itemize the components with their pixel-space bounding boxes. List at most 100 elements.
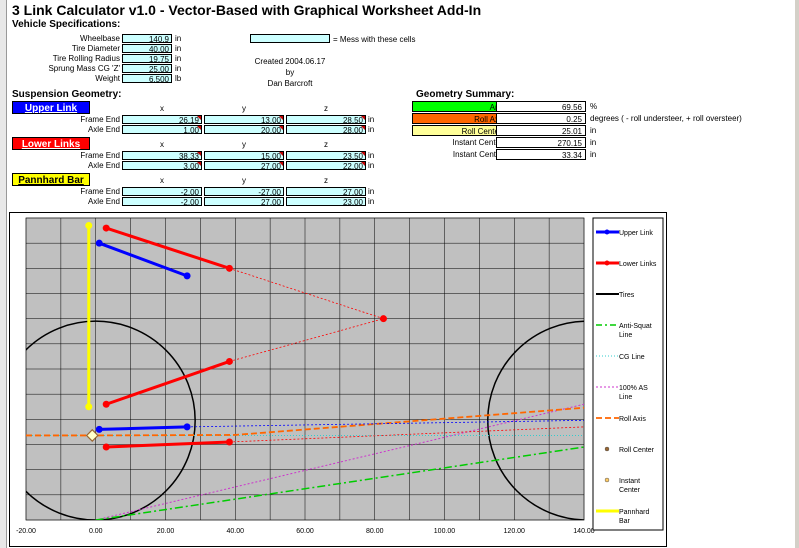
summary-value: 25.01	[496, 125, 586, 136]
vehicle-spec-label: Tire Diameter	[71, 44, 120, 53]
panhard-z-input[interactable]: 23.00	[286, 197, 366, 207]
projection-line	[229, 426, 584, 443]
upper-link	[98, 241, 188, 278]
lower-z-input[interactable]: 23.50	[286, 151, 366, 161]
instant-center-marker	[379, 315, 387, 323]
vehicle-spec-value[interactable]: 19.75	[122, 54, 172, 64]
upper-z-input[interactable]: 28.00	[286, 125, 366, 135]
x-tick-label: -20.00	[16, 528, 36, 535]
vehicle-spec-label: Weight	[95, 74, 120, 83]
upper-row-label: Axle End	[87, 125, 120, 134]
lower-col-header-x: x	[160, 140, 164, 149]
upper-link	[99, 425, 188, 431]
upper-link-point	[95, 239, 103, 247]
x-tick-label: 40.00	[226, 528, 244, 535]
lower-link	[106, 440, 230, 449]
x-tick-label: 0.00	[89, 528, 103, 535]
summary-label: Instant Center X-Axis	[412, 137, 532, 148]
upper-y-input[interactable]: 20.00	[204, 125, 284, 135]
instant-center-line	[229, 267, 384, 320]
created-date: Created 2004.06.17	[254, 57, 326, 66]
panhard-y-input[interactable]: -27.00	[204, 187, 284, 197]
upper-col-header-y: y	[242, 104, 246, 113]
by-label: by	[285, 68, 295, 77]
lower-link-point	[102, 443, 110, 451]
vehicle-spec-unit: lb	[175, 74, 182, 83]
legend-label: Pannhard Bar	[619, 509, 649, 525]
summary-unit: %	[590, 102, 598, 111]
roll-center-marker	[85, 428, 99, 442]
legend-label: Upper Link	[619, 230, 653, 237]
x-tick-label: 140.00	[573, 528, 595, 535]
panhard-x-input[interactable]: -2.00	[122, 197, 202, 207]
upper-link-header: Upper Link	[12, 101, 90, 114]
lower-x-input[interactable]: 38.33	[122, 151, 202, 161]
page-title: 3 Link Calculator v1.0 - Vector-Based wi…	[12, 2, 482, 18]
legend-label: Roll Center	[619, 447, 655, 454]
upper-row-label: Frame End	[80, 115, 120, 124]
upper-y-input[interactable]: 13.00	[204, 115, 284, 125]
geometry-summary-heading: Geometry Summary:	[416, 89, 515, 100]
legend-marker	[604, 446, 610, 452]
lower-row-unit: in	[368, 151, 375, 160]
legend-label: Lower Links	[619, 261, 657, 268]
lower-link-header: Lower Links	[12, 137, 90, 150]
legend-note: = Mess with these cells	[333, 35, 416, 44]
upper-x-input[interactable]: 26.19	[122, 115, 202, 125]
vehicle-spec-label: Wheelbase	[79, 34, 120, 43]
panhard-x-input[interactable]: -2.00	[122, 187, 202, 197]
vehicle-spec-label: Tire Rolling Radius	[52, 54, 120, 63]
panhard-link-header: Pannhard Bar	[12, 173, 90, 186]
row-header-strip	[0, 0, 7, 548]
upper-link-point	[183, 272, 191, 280]
vehicle-specs-heading: Vehicle Specifications:	[12, 19, 121, 30]
lower-y-input[interactable]: 15.00	[204, 151, 284, 161]
vehicle-spec-value[interactable]: 40.00	[122, 44, 172, 54]
upper-x-input[interactable]: 1.00	[122, 125, 202, 135]
panhard-row-unit: in	[368, 197, 375, 206]
panhard-col-header-x: x	[160, 176, 164, 185]
summary-unit: in	[590, 138, 597, 147]
lower-link-point	[102, 400, 110, 408]
lower-y-input[interactable]: 27.00	[204, 161, 284, 171]
legend-label: CG Line	[619, 354, 645, 361]
roll-axis-line	[26, 406, 584, 437]
panhard-row-unit: in	[368, 187, 375, 196]
panhard-col-header-z: z	[324, 176, 328, 185]
summary-value: 69.56	[496, 101, 586, 112]
legend-marker	[604, 229, 610, 235]
lower-z-input[interactable]: 22.00	[286, 161, 366, 171]
summary-label: Instant Center Z-Axis	[412, 149, 532, 160]
upper-z-input[interactable]: 28.50	[286, 115, 366, 125]
lower-row-unit: in	[368, 161, 375, 170]
panhard-row-label: Axle End	[87, 197, 120, 206]
instant-center-line	[229, 318, 384, 362]
scrollbar-strip[interactable]	[795, 0, 799, 548]
panhard-z-input[interactable]: 27.00	[286, 187, 366, 197]
legend-label: 100% AS Line	[619, 385, 648, 401]
legend-marker	[604, 477, 610, 483]
lower-row-label: Frame End	[80, 151, 120, 160]
editable-cell-legend-swatch	[250, 34, 330, 43]
summary-value: 0.25	[496, 113, 586, 124]
x-tick-label: 20.00	[157, 528, 175, 535]
lower-x-input[interactable]: 3.00	[122, 161, 202, 171]
tire-circle	[487, 320, 584, 520]
x-tick-label: 60.00	[296, 528, 314, 535]
vehicle-spec-value[interactable]: 25.00	[122, 64, 172, 74]
lower-col-header-z: z	[324, 140, 328, 149]
pannhard-bar-point	[85, 222, 93, 230]
lower-link-point	[225, 438, 233, 446]
vehicle-spec-value[interactable]: 6,500	[122, 74, 172, 84]
summary-unit: in	[590, 150, 597, 159]
summary-unit: in	[590, 126, 597, 135]
vehicle-spec-unit: in	[175, 54, 182, 63]
anti-squat-line	[95, 446, 584, 520]
vehicle-spec-value[interactable]: 140.9	[122, 34, 172, 44]
x-tick-label: 100.00	[434, 528, 456, 535]
legend-label: Instant Center	[619, 478, 641, 494]
upper-col-header-z: z	[324, 104, 328, 113]
pannhard-bar-point	[85, 403, 93, 411]
panhard-y-input[interactable]: 27.00	[204, 197, 284, 207]
vehicle-spec-unit: in	[175, 34, 182, 43]
